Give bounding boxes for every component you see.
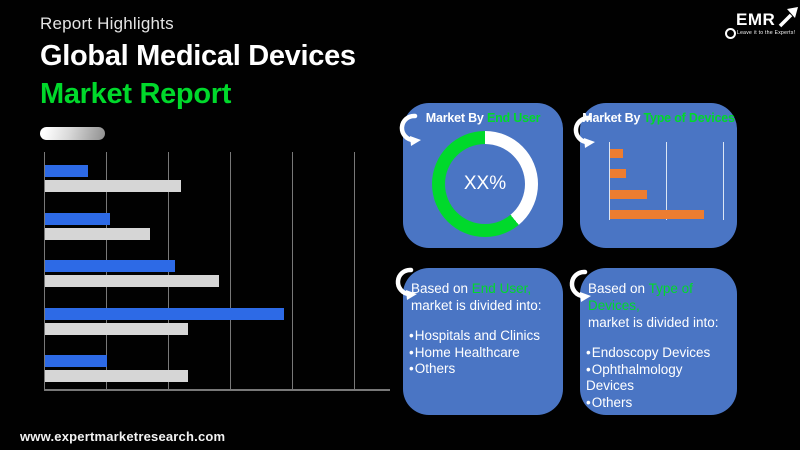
- bar-orange: [610, 169, 626, 179]
- x-axis-line: [44, 389, 390, 391]
- panel-end-user-breakdown: Based on End User, market is divided int…: [403, 268, 563, 415]
- logo-ring-icon: [725, 28, 736, 39]
- intro-line2: market is divided into:: [588, 315, 719, 330]
- bar-blue: [45, 355, 107, 367]
- panel-market-by-end-user: Market By End User XX%: [403, 103, 563, 248]
- gridline: [354, 152, 355, 390]
- list-item: Others: [409, 361, 559, 378]
- mini-bar-chart: [609, 142, 735, 220]
- page-title-line2: Market Report: [40, 78, 232, 110]
- intro-highlight: Type of Devices,: [588, 281, 693, 313]
- bar-blue: [45, 212, 111, 225]
- bar-gray: [45, 180, 182, 192]
- intro-prefix: Based on: [411, 281, 472, 296]
- list-item: Endoscopy Devices: [586, 345, 733, 362]
- list-item: Home Healthcare: [409, 345, 559, 362]
- curved-arrow-icon: [569, 269, 591, 302]
- intro-line2: market is divided into:: [411, 298, 542, 313]
- gridline: [230, 152, 231, 390]
- panel-intro-text: Based on Type of Devices, market is divi…: [580, 268, 737, 331]
- bar-gray: [45, 227, 151, 240]
- website-url: www.expertmarketresearch.com: [20, 429, 226, 444]
- intro-prefix: Based on: [588, 281, 649, 296]
- emr-logo: EMR Leave it to the Experts!: [713, 7, 800, 42]
- gridline: [44, 152, 45, 390]
- bar-gray: [45, 322, 188, 335]
- donut-chart: XX%: [432, 131, 538, 237]
- panel-title-highlight: End User: [486, 111, 541, 125]
- curved-arrow-icon: [395, 267, 417, 300]
- gridline: [292, 152, 293, 390]
- bar-gray: [45, 275, 219, 287]
- bar-chart: [44, 152, 390, 391]
- panel-title: Market By Type of Devices: [580, 103, 737, 125]
- bar-blue: [45, 165, 89, 177]
- bar-blue: [45, 260, 176, 272]
- gridline: [609, 142, 610, 220]
- page-title-line1: Global Medical Devices: [40, 40, 356, 72]
- curved-arrow-icon: [399, 113, 421, 146]
- bar-orange: [610, 149, 624, 158]
- bar-orange: [610, 189, 648, 199]
- report-highlights-label: Report Highlights: [40, 14, 174, 33]
- intro-highlight: End User,: [471, 281, 532, 296]
- list-item: Others: [586, 395, 733, 412]
- bar-gray: [45, 370, 188, 382]
- type-of-devices-list: Endoscopy DevicesOphthalmology DevicesOt…: [580, 345, 737, 411]
- panel-market-by-type-of-devices: Market By Type of Devices: [580, 103, 737, 248]
- curved-arrow-icon: [573, 115, 595, 148]
- logo-arrow-icon: [778, 7, 798, 28]
- logo-tagline: Leave it to the Experts!: [737, 30, 796, 36]
- gridline: [723, 142, 724, 220]
- list-item: Hospitals and Clinics: [409, 328, 559, 345]
- divider-pill: [40, 127, 105, 140]
- donut-center-label: XX%: [463, 173, 507, 194]
- logo-text: EMR: [736, 10, 776, 29]
- bar-orange: [610, 210, 705, 220]
- panel-intro-text: Based on End User, market is divided int…: [403, 268, 563, 314]
- list-item: Ophthalmology Devices: [586, 362, 733, 395]
- bar-blue: [45, 307, 284, 320]
- panel-title-prefix: Market By: [425, 111, 487, 125]
- end-user-list: Hospitals and ClinicsHome HealthcareOthe…: [403, 328, 563, 378]
- panel-title-highlight: Type of Devices: [643, 111, 735, 125]
- panel-type-of-devices-breakdown: Based on Type of Devices, market is divi…: [580, 268, 737, 415]
- panel-title: Market By End User: [403, 103, 563, 125]
- gridline: [666, 142, 667, 220]
- panel-title-prefix: Market By: [582, 111, 644, 125]
